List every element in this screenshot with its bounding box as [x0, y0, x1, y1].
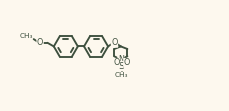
Text: CH₃: CH₃ — [115, 72, 128, 78]
Text: O: O — [111, 38, 118, 47]
Text: O: O — [124, 58, 130, 67]
Text: O: O — [37, 38, 43, 47]
Text: O: O — [113, 58, 120, 67]
Text: S: S — [119, 62, 125, 71]
Text: CH₃: CH₃ — [20, 33, 33, 39]
Text: N: N — [118, 55, 124, 64]
